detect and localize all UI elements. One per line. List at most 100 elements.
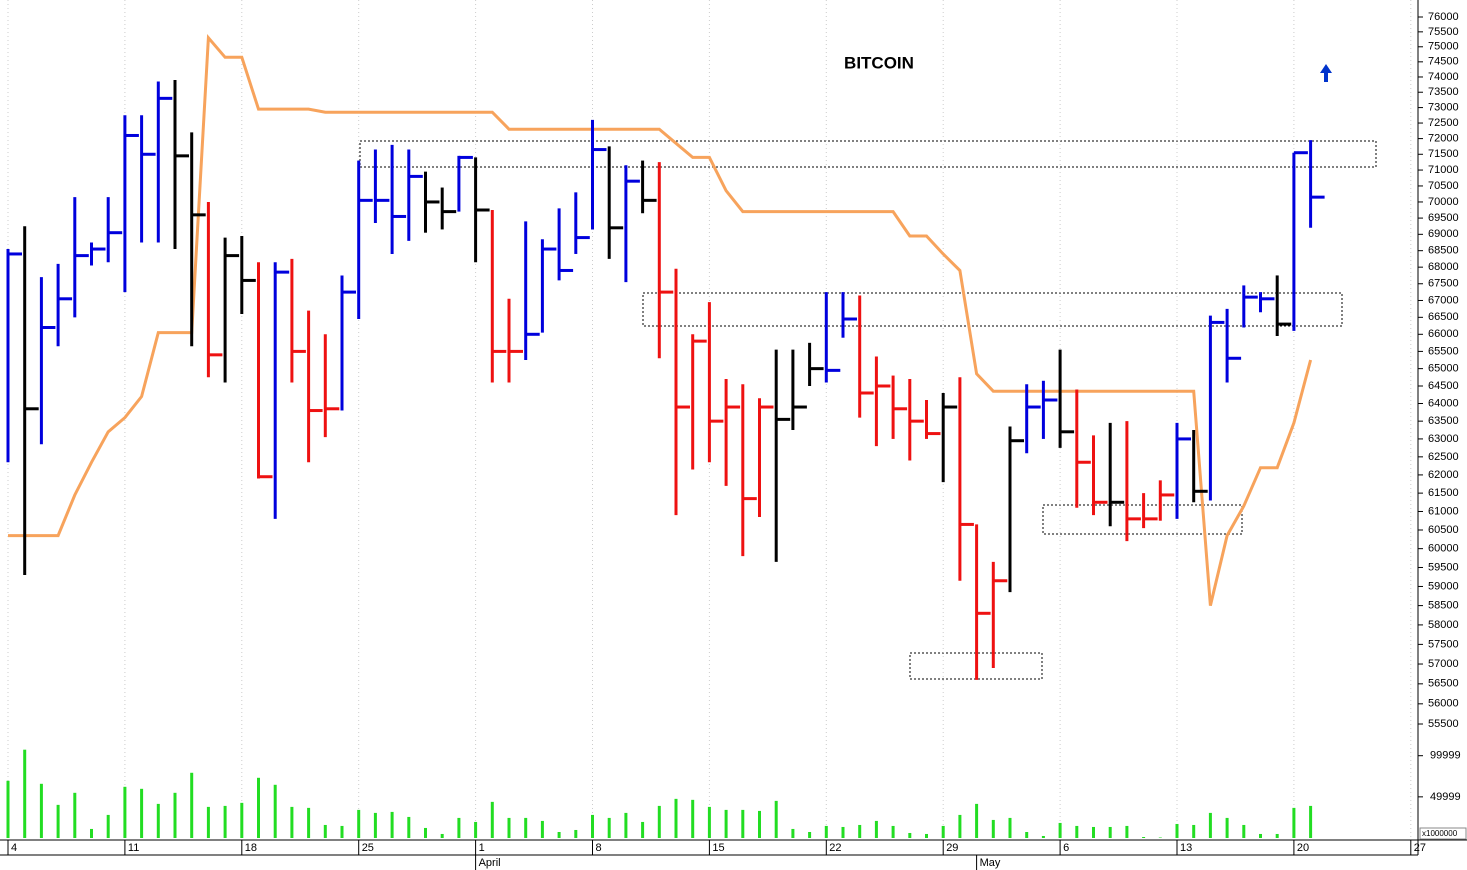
zone (1042, 504, 1243, 535)
x-tick-label: 6 (1063, 842, 1069, 854)
y-tick-label: 58500 (1428, 600, 1459, 612)
volume-bar (257, 777, 260, 838)
overlay-line (8, 33, 1313, 606)
y-tick-label: 73000 (1428, 101, 1459, 113)
y-tick-label: 70000 (1428, 196, 1459, 208)
x-tick-label: 22 (829, 842, 841, 854)
volume-bar (156, 803, 160, 838)
y-tick-label: 76000 (1428, 11, 1459, 23)
x-tick-label: 25 (362, 842, 374, 854)
volume-bar (223, 805, 227, 838)
y-tick-label: 70500 (1428, 180, 1459, 192)
y-tick-label: 63500 (1428, 415, 1459, 427)
y-tick-label: 74000 (1428, 71, 1459, 83)
volume-bar (624, 812, 628, 838)
volume-bar (106, 814, 110, 838)
volume-bar (1041, 835, 1045, 838)
y-tick-label: 59500 (1428, 561, 1459, 573)
volume-bar (73, 792, 77, 838)
volume-bar (540, 820, 544, 838)
volume-bar (140, 788, 144, 838)
y-tick-label: 72500 (1428, 117, 1459, 129)
volume-bar (858, 824, 862, 838)
y-tick-label: 65500 (1428, 345, 1459, 357)
y-tick-label: 57500 (1428, 638, 1459, 650)
y-tick-label: 68000 (1428, 261, 1459, 273)
volume-bar (774, 800, 778, 838)
volume-bar (724, 809, 728, 838)
volume-bar (123, 786, 127, 838)
y-tick-label: 67500 (1428, 278, 1459, 290)
volume-bar (908, 832, 912, 838)
volume-bar (925, 833, 928, 838)
y-tick-label: 71000 (1428, 164, 1459, 176)
y-tick-label: 60500 (1428, 524, 1459, 536)
y-tick-label: 63000 (1428, 433, 1459, 445)
y-tick-label: 55500 (1428, 718, 1459, 730)
y-tick-label: 72000 (1428, 133, 1459, 145)
y-tick-label: 64000 (1428, 397, 1459, 409)
volume-bar (1092, 826, 1095, 838)
volume-bar (958, 814, 962, 838)
volume-bar (407, 816, 411, 838)
volume-bar (841, 826, 845, 838)
volume-bar (1259, 833, 1262, 838)
volume-bar (1292, 807, 1296, 838)
y-tick-label: 74500 (1428, 56, 1459, 68)
volume-bar (758, 810, 761, 838)
volume-bar (457, 817, 461, 838)
volume-bar (1058, 822, 1062, 838)
volume-bar (1025, 831, 1029, 838)
y-tick-label: 75500 (1428, 26, 1459, 38)
volume-bar (1175, 823, 1179, 838)
month-label: April (479, 857, 501, 869)
volume-bar (474, 821, 478, 838)
volume-bar (206, 806, 210, 838)
y-tick-label: 64500 (1428, 380, 1459, 392)
volume-bar (507, 817, 511, 838)
unit-box (1419, 827, 1467, 840)
volume-bar (373, 812, 377, 838)
volume-bar (1192, 824, 1196, 838)
x-tick-label: 20 (1297, 842, 1309, 854)
volume-bar (641, 821, 645, 838)
y-tick-label: 65000 (1428, 363, 1459, 375)
month-label: May (980, 857, 1001, 869)
x-tick-label: 29 (946, 842, 958, 854)
volume-bar (824, 825, 828, 838)
y-tick-label: 68500 (1428, 245, 1459, 257)
volume-bar (290, 806, 294, 838)
volume-unit: x1000000 (1422, 829, 1458, 838)
x-tick-label: 27 (1414, 842, 1426, 854)
chart-title: BITCOIN (844, 53, 914, 72)
y-tick-label: 60000 (1428, 543, 1459, 555)
y-tick-label: 59000 (1428, 580, 1459, 592)
volume-bar (874, 820, 878, 838)
volume-bar (1309, 805, 1313, 838)
volume-bar (1275, 833, 1279, 838)
y-tick-label: 57000 (1428, 658, 1459, 670)
volume-bar (273, 784, 277, 838)
y-tick-label: 67000 (1428, 294, 1459, 306)
y-tick-label: 62500 (1428, 451, 1459, 463)
volume-bar (574, 829, 578, 838)
volume-bar (39, 783, 43, 838)
y-tick-label: 73500 (1428, 86, 1459, 98)
y-tick-label: 58000 (1428, 619, 1459, 631)
y-tick-label: 56000 (1428, 698, 1459, 710)
y-tick-label: 61500 (1428, 487, 1459, 499)
volume-bar (6, 780, 10, 838)
volume-bar (390, 811, 394, 838)
volume-bar (791, 828, 795, 838)
volume-bar (1142, 837, 1146, 838)
volume-bar (1208, 812, 1212, 838)
volume-bar (173, 792, 177, 838)
volume-bar (190, 772, 194, 838)
y-tick-label: 66500 (1428, 311, 1459, 323)
volume-bar (1242, 824, 1246, 838)
volume-bar (440, 833, 444, 838)
x-tick-label: 13 (1180, 842, 1192, 854)
